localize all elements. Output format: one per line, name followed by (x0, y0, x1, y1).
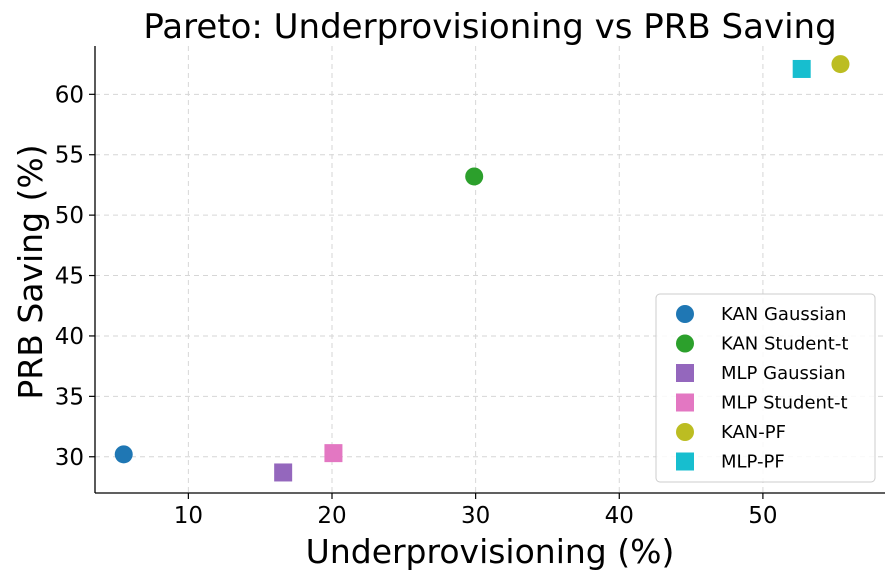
legend-label: KAN-PF (721, 422, 786, 443)
legend-marker (676, 364, 694, 382)
legend-marker (676, 334, 694, 353)
data-point (792, 59, 811, 78)
data-point (324, 444, 343, 463)
legend-label: KAN Gaussian (721, 304, 847, 325)
x-tick-label: 50 (748, 503, 777, 529)
axes (94, 46, 885, 494)
y-tick-label: 35 (55, 384, 84, 410)
ticks: 10 20 30 40 50 30 35 40 45 50 55 60 (55, 82, 778, 529)
data-point (274, 463, 293, 482)
legend-label: KAN Student-t (721, 334, 848, 355)
y-axis-label: PRB Saving (%) (11, 144, 50, 399)
legend-frame (655, 293, 876, 483)
data-point (465, 167, 484, 186)
x-tick-label: 10 (174, 503, 203, 529)
y-tick-label: 45 (55, 264, 84, 290)
data-points (114, 55, 850, 482)
legend-label: MLP Gaussian (721, 363, 846, 384)
x-tick-label: 20 (317, 503, 346, 529)
legend-marker (676, 393, 694, 412)
x-tick-label: 40 (605, 503, 634, 529)
y-tick-label: 50 (55, 203, 84, 229)
legend-marker (676, 423, 694, 441)
legend-marker (676, 305, 694, 323)
x-axis-label: Underprovisioning (%) (306, 532, 675, 571)
y-tick-label: 60 (55, 82, 84, 108)
y-tick-label: 55 (55, 143, 84, 169)
x-tick-label: 30 (461, 503, 490, 529)
legend: KAN Gaussian KAN Student-t MLP Gaussian MLP… (655, 293, 876, 483)
y-tick-label: 30 (55, 445, 84, 471)
legend-label: MLP-PF (721, 452, 785, 473)
data-point (114, 445, 133, 464)
data-point (831, 55, 850, 74)
legend-label: MLP Student-t (721, 393, 848, 414)
y-tick-label: 40 (55, 324, 84, 350)
chart-title: Pareto: Underprovisioning vs PRB Saving (143, 7, 836, 47)
legend-marker (676, 452, 694, 471)
